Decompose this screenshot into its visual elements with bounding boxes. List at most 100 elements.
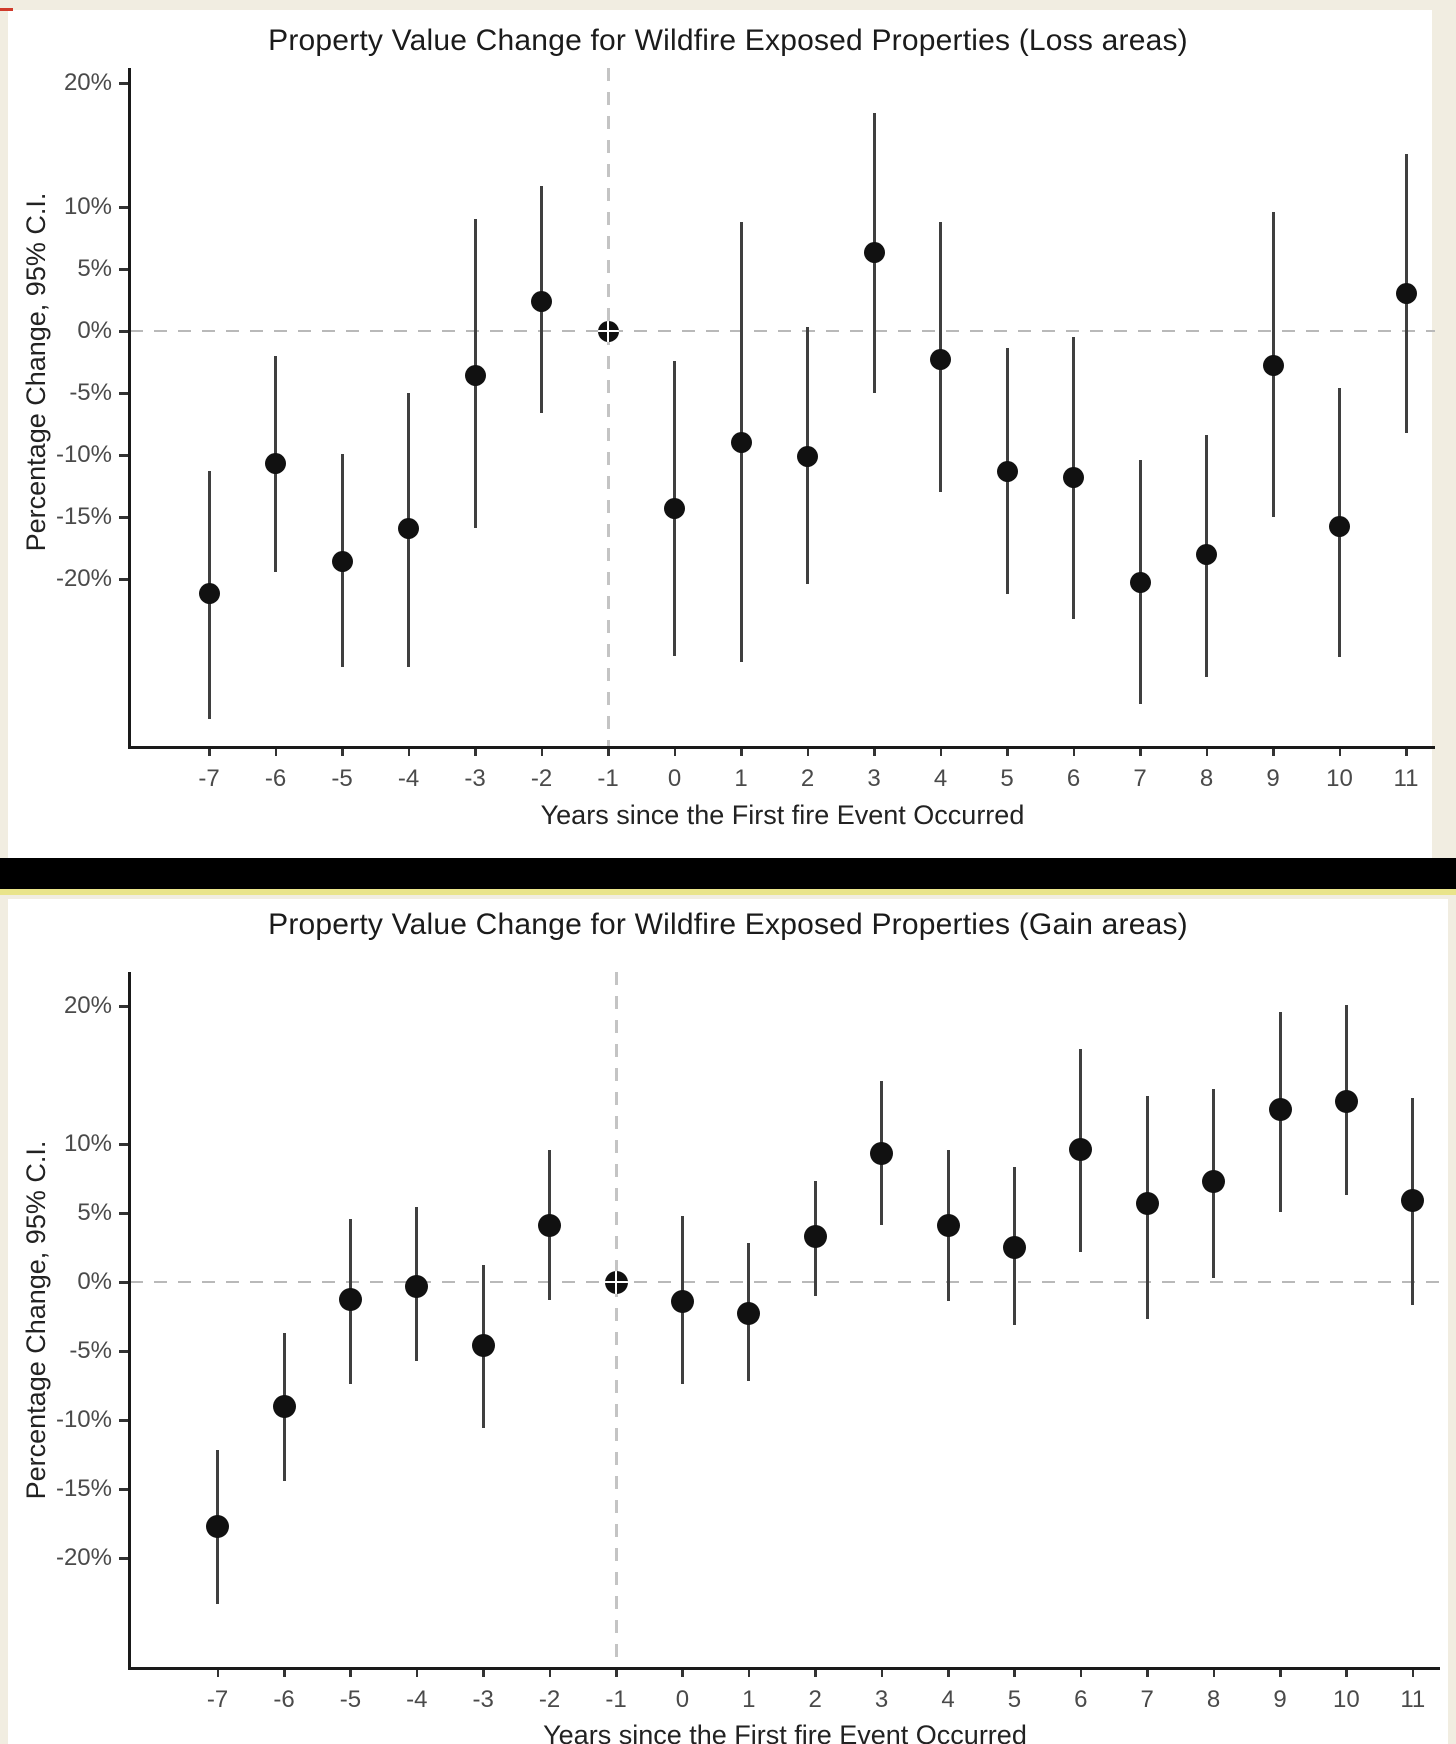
x-tick <box>873 747 876 756</box>
event-reference-line <box>615 972 618 1668</box>
data-point <box>1129 572 1151 594</box>
zero-reference-line <box>130 1281 1440 1283</box>
x-tick <box>1146 1668 1149 1677</box>
data-point <box>1329 516 1350 538</box>
x-tick-label: 9 <box>1266 765 1280 792</box>
data-point <box>664 497 685 519</box>
y-tick <box>119 516 128 519</box>
data-point <box>1401 1189 1425 1213</box>
x-tick-label: 2 <box>808 1686 822 1713</box>
data-point <box>265 453 286 475</box>
loss-areas-chart-card <box>8 10 1432 858</box>
y-tick <box>119 82 128 85</box>
x-tick <box>1205 747 1208 756</box>
y-tick-label: -20% <box>55 565 112 592</box>
x-tick <box>274 747 277 756</box>
x-tick-label: -3 <box>472 1686 494 1713</box>
y-tick <box>119 1419 128 1422</box>
x-tick-label: -7 <box>206 1686 229 1713</box>
x-tick <box>1072 747 1075 756</box>
data-point <box>1395 283 1417 305</box>
event-reference-line <box>607 68 610 747</box>
x-tick <box>607 747 610 756</box>
plot-panel-loss: 20% 10% 5% 0% -5% -10% -15% -20% -7 -6 -5 -4 -3 -2 -1 0… <box>56 68 1435 792</box>
x-tick <box>216 1668 220 1677</box>
data-point <box>405 1274 429 1298</box>
x-tick <box>341 747 344 756</box>
y-tick-label: 20% <box>63 69 112 96</box>
x-tick <box>681 1668 684 1677</box>
x-tick <box>747 1668 751 1677</box>
x-tick-label: 3 <box>874 1686 889 1713</box>
x-tick-label: -1 <box>605 1686 627 1713</box>
x-tick-label: 4 <box>941 1686 955 1713</box>
reference-point-cross-v <box>606 320 610 342</box>
separator-accent-line <box>0 889 1456 895</box>
data-point <box>670 1289 694 1313</box>
corner-mark <box>0 8 13 11</box>
x-tick <box>474 747 477 756</box>
x-tick-label: 1 <box>734 765 748 792</box>
x-tick-label: -6 <box>273 1686 295 1713</box>
data-point <box>803 1224 827 1248</box>
data-point <box>870 1142 894 1166</box>
x-tick <box>540 747 543 756</box>
data-point <box>730 432 752 454</box>
x-tick-label: -2 <box>538 1686 561 1713</box>
x-tick-label: 6 <box>1066 765 1081 792</box>
y-tick <box>119 1557 128 1560</box>
y-tick <box>119 454 128 457</box>
data-point <box>930 349 951 371</box>
x-tick <box>1279 1668 1282 1677</box>
chart-title-gain: Property Value Change for Wildfire Expos… <box>268 908 1188 941</box>
x-tick <box>283 1668 286 1677</box>
x-tick <box>548 1668 552 1677</box>
x-tick <box>482 1668 485 1677</box>
x-tick-label: 7 <box>1140 1686 1154 1713</box>
x-tick-label: 0 <box>675 1686 690 1713</box>
data-point <box>398 517 419 539</box>
x-tick <box>1338 747 1341 756</box>
y-tick-label: -20% <box>55 1544 112 1571</box>
y-tick-label: -5% <box>69 1337 112 1364</box>
y-axis-line <box>128 972 131 1668</box>
data-point <box>464 365 486 387</box>
data-point <box>531 290 552 312</box>
x-tick <box>939 747 942 756</box>
y-tick-label: 0% <box>77 1268 112 1295</box>
y-tick <box>119 268 128 271</box>
x-tick <box>615 1668 618 1677</box>
y-tick-label: -10% <box>55 1406 112 1433</box>
data-point <box>863 242 885 264</box>
x-tick-label: 10 <box>1326 765 1353 792</box>
x-tick-label: 8 <box>1199 765 1214 792</box>
y-tick <box>119 1143 128 1146</box>
x-tick-label: 6 <box>1074 1686 1088 1713</box>
y-tick-label: -10% <box>55 441 112 468</box>
data-point <box>471 1333 495 1357</box>
data-point <box>1069 1138 1093 1162</box>
x-tick <box>1079 1668 1083 1677</box>
y-tick-label: 20% <box>63 992 112 1019</box>
x-tick-label: 8 <box>1206 1686 1221 1713</box>
x-tick-label: 7 <box>1133 765 1147 792</box>
x-tick-label: 5 <box>1000 765 1014 792</box>
x-tick-label: -4 <box>397 765 420 792</box>
x-axis-title-gain: Years since the First fire Event Occurre… <box>543 1720 1027 1744</box>
x-tick <box>1411 1668 1415 1677</box>
y-tick <box>119 1350 128 1353</box>
x-tick-label: -1 <box>597 765 619 792</box>
x-tick <box>880 1668 884 1677</box>
x-tick-label: 10 <box>1333 1686 1360 1713</box>
data-point <box>538 1213 562 1237</box>
x-axis-title-loss: Years since the First fire Event Occurre… <box>540 800 1025 830</box>
y-tick-label: 10% <box>63 1130 112 1157</box>
y-axis-title-loss: Percentage Change, 95% C.I. <box>21 192 51 552</box>
reference-point-cross-v <box>614 1270 618 1294</box>
y-tick-label: -15% <box>55 503 112 530</box>
separator-band <box>0 858 1456 889</box>
y-tick <box>119 1005 128 1008</box>
y-axis-line <box>128 68 131 747</box>
data-point <box>331 551 353 573</box>
x-tick <box>1006 747 1009 756</box>
